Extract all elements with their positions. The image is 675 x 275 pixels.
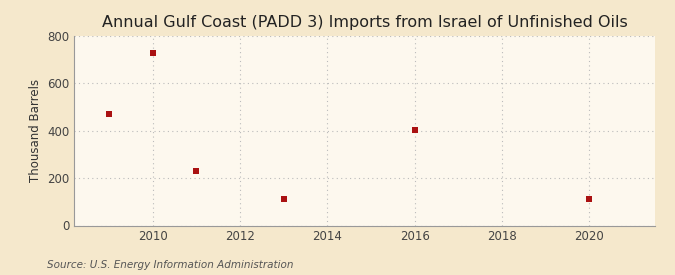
Point bbox=[584, 197, 595, 202]
Text: Source: U.S. Energy Information Administration: Source: U.S. Energy Information Administ… bbox=[47, 260, 294, 270]
Title: Annual Gulf Coast (PADD 3) Imports from Israel of Unfinished Oils: Annual Gulf Coast (PADD 3) Imports from … bbox=[102, 15, 627, 31]
Point bbox=[147, 51, 158, 55]
Point bbox=[409, 128, 420, 133]
Point bbox=[278, 197, 289, 202]
Point bbox=[104, 112, 115, 116]
Y-axis label: Thousand Barrels: Thousand Barrels bbox=[28, 79, 42, 182]
Point bbox=[191, 169, 202, 174]
